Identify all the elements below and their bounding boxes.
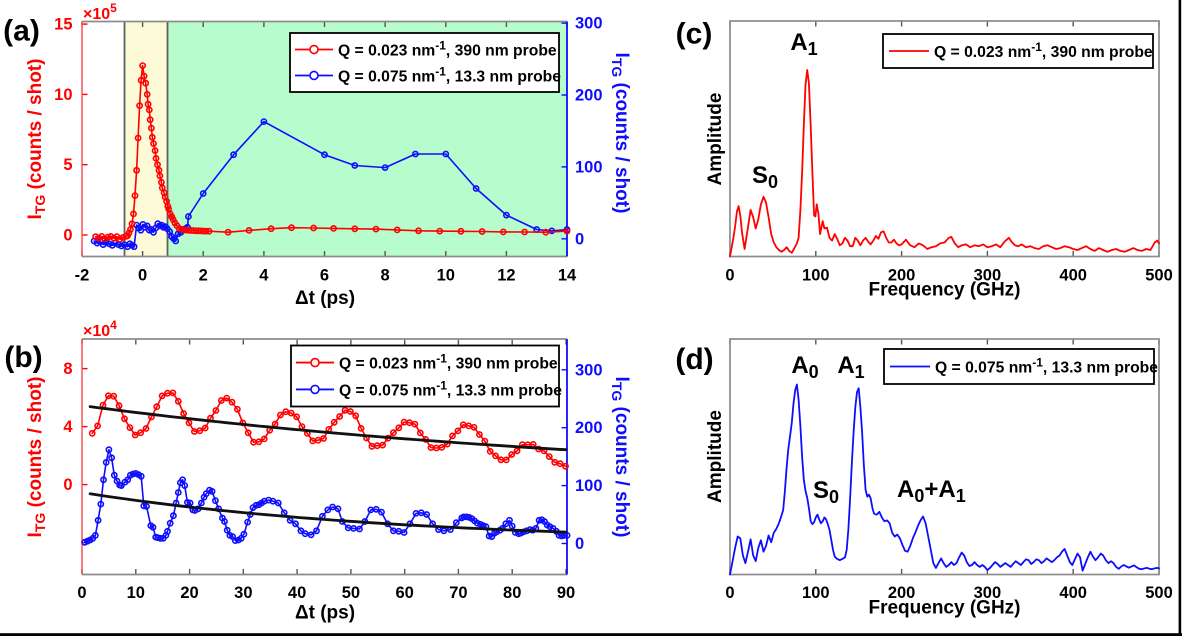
svg-text:10: 10 (437, 267, 455, 285)
svg-text:15: 15 (54, 16, 72, 34)
svg-text:Q = 0.075 nm-1, 13.3 nm probe: Q = 0.075 nm-1, 13.3 nm probe (339, 378, 562, 399)
svg-text:Δt (ps): Δt (ps) (295, 288, 355, 309)
svg-text:70: 70 (449, 584, 467, 602)
svg-text:12: 12 (497, 267, 515, 285)
svg-text:200: 200 (575, 87, 603, 105)
svg-text:Q = 0.023 nm-1, 390 nm probe: Q = 0.023 nm-1, 390 nm probe (339, 352, 558, 373)
svg-text:ITG (counts / shot): ITG (counts / shot) (25, 377, 48, 538)
svg-text:40: 40 (288, 584, 306, 602)
svg-text:90: 90 (557, 584, 575, 602)
svg-text:10: 10 (54, 86, 72, 104)
svg-text:8: 8 (63, 360, 72, 378)
svg-text:500: 500 (1145, 267, 1173, 285)
svg-text:400: 400 (1059, 584, 1087, 602)
svg-text:30: 30 (234, 584, 252, 602)
svg-text:0: 0 (63, 227, 72, 245)
svg-text:200: 200 (575, 419, 603, 437)
svg-text:100: 100 (575, 477, 603, 495)
svg-text:(a): (a) (3, 15, 40, 48)
svg-text:A0+A1: A0+A1 (897, 476, 966, 506)
svg-text:20: 20 (180, 584, 198, 602)
svg-text:100: 100 (575, 158, 603, 176)
svg-text:ITG (counts / shot): ITG (counts / shot) (609, 377, 632, 538)
svg-text:0: 0 (575, 230, 584, 248)
svg-text:300: 300 (575, 361, 603, 379)
svg-text:100: 100 (802, 584, 830, 602)
svg-text:14: 14 (558, 267, 577, 285)
svg-text:5: 5 (63, 156, 72, 174)
svg-text:Amplitude: Amplitude (705, 93, 726, 186)
svg-text:50: 50 (342, 584, 360, 602)
svg-text:0: 0 (725, 584, 734, 602)
svg-text:(c): (c) (676, 18, 713, 51)
svg-text:Q = 0.023 nm-1, 390 nm probe: Q = 0.023 nm-1, 390 nm probe (338, 39, 557, 60)
svg-text:-2: -2 (75, 267, 90, 285)
svg-text:(b): (b) (4, 341, 42, 374)
svg-text:0: 0 (575, 535, 584, 553)
svg-text:Amplitude: Amplitude (705, 410, 726, 503)
svg-text:10: 10 (127, 584, 145, 602)
svg-text:Q = 0.075 nm-1, 13.3 nm probe: Q = 0.075 nm-1, 13.3 nm probe (338, 64, 561, 85)
svg-text:8: 8 (381, 267, 390, 285)
svg-text:0: 0 (63, 476, 72, 494)
svg-text:(d): (d) (675, 343, 713, 376)
svg-text:4: 4 (63, 418, 73, 436)
svg-text:Q = 0.075 nm-1, 13.3 nm probe: Q = 0.075 nm-1, 13.3 nm probe (935, 356, 1158, 377)
svg-text:500: 500 (1145, 584, 1173, 602)
svg-text:4: 4 (259, 267, 269, 285)
svg-text:80: 80 (503, 584, 521, 602)
svg-text:300: 300 (974, 267, 1002, 285)
svg-text:Frequency (GHz): Frequency (GHz) (868, 280, 1020, 301)
svg-text:300: 300 (575, 15, 603, 33)
svg-text:0: 0 (138, 267, 147, 285)
svg-text:2: 2 (199, 267, 208, 285)
svg-text:200: 200 (888, 267, 916, 285)
svg-text:300: 300 (974, 584, 1002, 602)
svg-text:Frequency (GHz): Frequency (GHz) (868, 598, 1020, 619)
svg-text:Q = 0.023 nm-1, 390 nm probe: Q = 0.023 nm-1, 390 nm probe (934, 40, 1153, 61)
svg-text:0: 0 (77, 584, 86, 602)
svg-text:6: 6 (320, 267, 329, 285)
svg-text:400: 400 (1059, 267, 1087, 285)
svg-text:Δt (ps): Δt (ps) (295, 603, 355, 624)
svg-text:60: 60 (395, 584, 413, 602)
svg-text:0: 0 (725, 267, 734, 285)
svg-text:ITG (counts / shot): ITG (counts / shot) (25, 59, 48, 220)
svg-text:200: 200 (888, 584, 916, 602)
svg-text:ITG (counts / shot): ITG (counts / shot) (609, 53, 632, 214)
svg-text:×105: ×105 (83, 1, 117, 23)
svg-text:100: 100 (802, 267, 830, 285)
svg-text:×104: ×104 (83, 318, 117, 340)
